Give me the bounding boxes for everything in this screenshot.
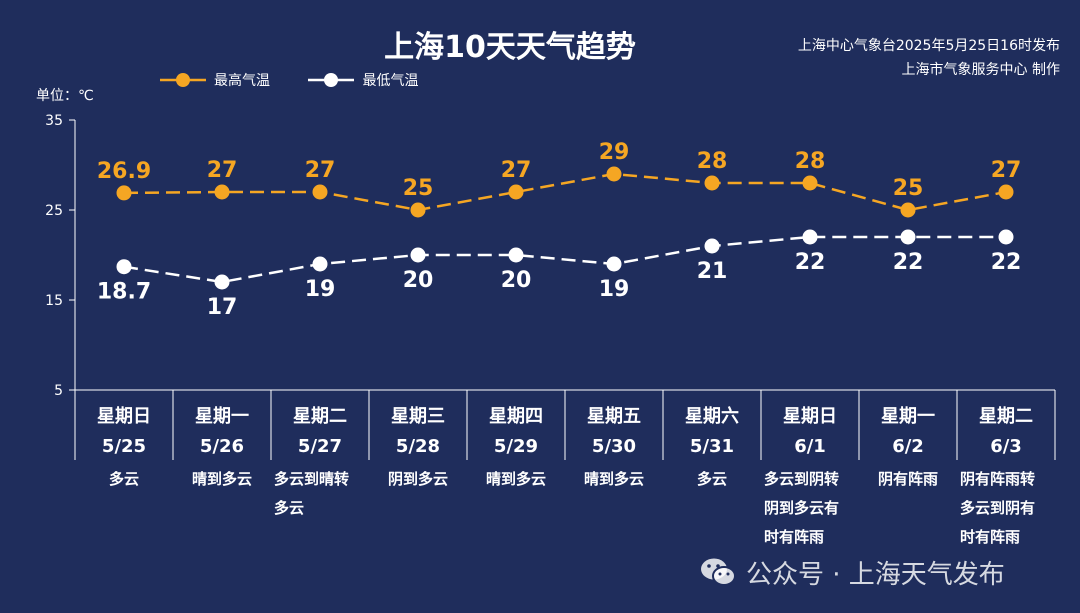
date-label: 5/31 bbox=[690, 436, 734, 457]
weather-label: 多云 bbox=[109, 470, 139, 488]
y-tick-label: 5 bbox=[54, 383, 63, 399]
weekday-label: 星期四 bbox=[489, 406, 543, 427]
issuer-line-1: 上海中心气象台2025年5月25日16时发布 bbox=[797, 38, 1060, 54]
chart-title: 上海10天天气趋势 bbox=[384, 30, 636, 65]
weekday-label: 星期五 bbox=[587, 406, 641, 427]
data-point-high bbox=[606, 166, 622, 182]
data-label-high: 27 bbox=[991, 158, 1022, 183]
weather-label: 多云到阴转 bbox=[764, 470, 839, 488]
data-point-high bbox=[704, 175, 720, 191]
weekday-label: 星期日 bbox=[783, 406, 837, 427]
weekday-label: 星期日 bbox=[97, 406, 151, 427]
data-label-high: 27 bbox=[501, 158, 532, 183]
legend-marker-low-icon bbox=[308, 73, 355, 87]
weather-label: 时有阵雨 bbox=[764, 528, 824, 546]
chart-legend: 最高气温 最低气温 bbox=[160, 70, 452, 92]
wechat-icon bbox=[701, 558, 736, 586]
data-point-low bbox=[606, 256, 622, 272]
legend-item-low: 最低气温 bbox=[308, 70, 418, 90]
data-label-high: 28 bbox=[795, 149, 826, 174]
data-point-low bbox=[704, 238, 720, 254]
weekday-label: 星期六 bbox=[685, 405, 739, 427]
data-point-low bbox=[900, 229, 916, 245]
data-label-low: 22 bbox=[991, 250, 1022, 275]
watermark: 公众号 · 上海天气发布 bbox=[700, 554, 1005, 590]
weather-label: 多云 bbox=[697, 470, 727, 488]
date-label: 5/30 bbox=[592, 436, 636, 457]
date-label: 5/28 bbox=[396, 436, 440, 457]
weather-label: 阴到多云有 bbox=[764, 499, 839, 517]
legend-label-low: 最低气温 bbox=[362, 73, 419, 89]
series-line-low bbox=[123, 235, 1006, 284]
date-label: 5/29 bbox=[494, 436, 538, 457]
weekday-label: 星期一 bbox=[881, 406, 935, 427]
data-point-low bbox=[312, 256, 328, 272]
y-tick-label: 15 bbox=[45, 293, 63, 309]
data-label-high: 28 bbox=[697, 149, 728, 174]
data-point-low bbox=[508, 247, 524, 263]
weekday-label: 星期二 bbox=[293, 406, 347, 427]
date-label: 6/1 bbox=[794, 436, 826, 457]
data-point-low bbox=[214, 274, 230, 290]
date-label: 5/25 bbox=[102, 436, 146, 457]
data-point-high bbox=[802, 175, 818, 191]
legend-label-high: 最高气温 bbox=[214, 73, 270, 89]
weather-label: 多云到晴转 bbox=[274, 470, 349, 488]
data-label-low: 17 bbox=[207, 295, 238, 320]
data-label-high: 27 bbox=[305, 158, 336, 183]
weather-label: 时有阵雨 bbox=[960, 528, 1020, 546]
issuer-line-2: 上海市气象服务中心 制作 bbox=[901, 62, 1060, 78]
weekday-label: 星期三 bbox=[391, 406, 445, 427]
date-label: 6/2 bbox=[892, 436, 924, 457]
weather-label: 阴有阵雨转 bbox=[960, 470, 1035, 488]
legend-item-high: 最高气温 bbox=[160, 70, 270, 90]
data-label-low: 20 bbox=[403, 268, 434, 293]
data-label-low: 22 bbox=[893, 250, 924, 275]
data-label-low: 18.7 bbox=[97, 280, 151, 305]
issuer-info: 上海中心气象台2025年5月25日16时发布 上海市气象服务中心 制作 bbox=[798, 34, 1060, 82]
data-label-high: 26.9 bbox=[97, 159, 151, 184]
data-point-high bbox=[508, 184, 524, 200]
data-point-high bbox=[214, 184, 230, 200]
y-tick-label: 25 bbox=[45, 203, 63, 219]
watermark-text: 公众号 · 上海天气发布 bbox=[746, 559, 1005, 590]
y-tick-label: 35 bbox=[45, 113, 63, 129]
weather-label: 多云到阴有 bbox=[960, 499, 1035, 517]
weather-label: 阴有阵雨 bbox=[878, 470, 938, 488]
weather-label: 阴到多云 bbox=[388, 470, 448, 488]
data-label-high: 25 bbox=[893, 176, 924, 201]
weekday-label: 星期一 bbox=[195, 406, 249, 427]
data-point-low bbox=[116, 259, 132, 275]
data-point-high bbox=[116, 185, 132, 201]
weekday-label: 星期二 bbox=[979, 406, 1033, 427]
data-point-high bbox=[900, 202, 916, 218]
series-line-high bbox=[123, 172, 1007, 212]
legend-marker-high-icon bbox=[160, 73, 206, 87]
data-point-high bbox=[312, 184, 328, 200]
data-point-low bbox=[410, 247, 426, 263]
data-label-low: 20 bbox=[501, 268, 532, 293]
data-label-low: 19 bbox=[599, 277, 630, 302]
data-label-high: 29 bbox=[599, 140, 630, 165]
weather-label: 晴到多云 bbox=[584, 470, 644, 488]
data-point-high bbox=[410, 202, 426, 218]
data-point-low bbox=[802, 229, 818, 245]
date-label: 5/27 bbox=[298, 436, 342, 457]
data-label-high: 25 bbox=[403, 176, 434, 201]
weather-label: 晴到多云 bbox=[486, 470, 546, 488]
date-label: 5/26 bbox=[200, 436, 244, 457]
data-label-high: 27 bbox=[207, 158, 238, 183]
data-label-low: 22 bbox=[795, 250, 826, 275]
data-point-low bbox=[998, 229, 1014, 245]
data-label-low: 21 bbox=[697, 259, 728, 284]
weather-label: 晴到多云 bbox=[192, 470, 252, 488]
data-label-low: 19 bbox=[305, 277, 336, 302]
weather-label: 多云 bbox=[274, 499, 304, 517]
unit-label: 单位：℃ bbox=[36, 88, 94, 104]
date-label: 6/3 bbox=[990, 436, 1022, 457]
data-point-high bbox=[998, 184, 1014, 200]
